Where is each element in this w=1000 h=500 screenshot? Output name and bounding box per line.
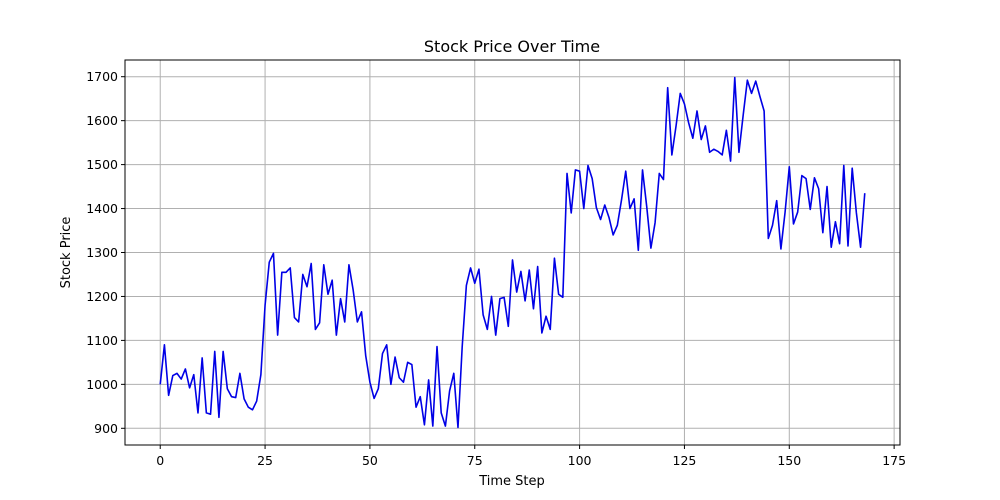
series-line xyxy=(159,76,866,429)
chart-title: Stock Price Over Time xyxy=(424,37,600,56)
y-axis-label: Stock Price xyxy=(59,217,74,289)
x-tick-label: 175 xyxy=(882,453,906,468)
x-tick-label: 75 xyxy=(467,453,483,468)
y-tick-label: 900 xyxy=(94,421,118,436)
y-tick-label: 1200 xyxy=(86,289,118,304)
y-tick-label: 1300 xyxy=(86,245,118,260)
grid xyxy=(125,60,900,445)
y-tick-label: 1000 xyxy=(86,377,118,392)
x-tick-label: 150 xyxy=(777,453,801,468)
y-tick-label: 1400 xyxy=(86,201,118,216)
x-tick-label: 0 xyxy=(156,453,164,468)
x-tick-label: 25 xyxy=(257,453,273,468)
x-axis-label: Time Step xyxy=(478,474,545,489)
x-tick-label: 125 xyxy=(673,453,697,468)
y-tick-label: 1600 xyxy=(86,113,118,128)
y-tick-label: 1500 xyxy=(86,157,118,172)
x-tick-label: 50 xyxy=(362,453,378,468)
axis-ticks: 0 25 50 75 100 125 150 175 900 1000 1100 1200 1300 14… xyxy=(86,69,906,468)
x-tick-label: 100 xyxy=(568,453,592,468)
series-group xyxy=(159,76,866,429)
y-tick-label: 1700 xyxy=(86,69,118,84)
y-tick-label: 1100 xyxy=(86,333,118,348)
